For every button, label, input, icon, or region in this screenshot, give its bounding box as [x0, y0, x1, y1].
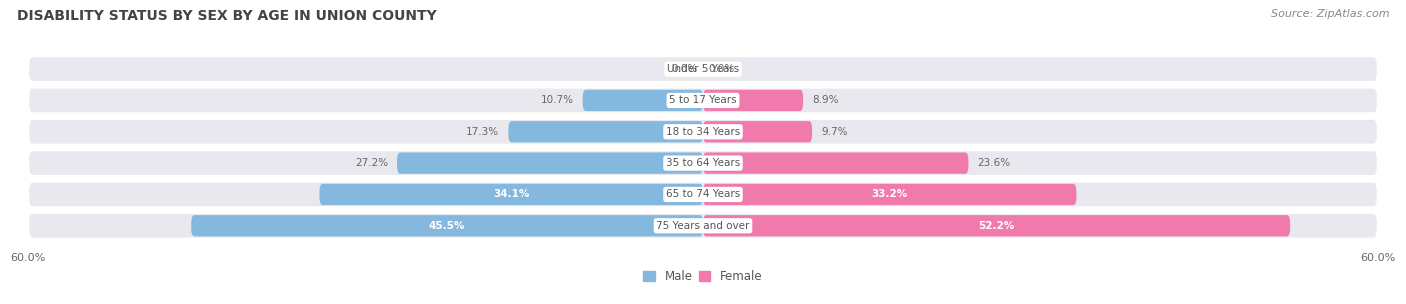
Text: 52.2%: 52.2% [979, 221, 1015, 231]
Text: 9.7%: 9.7% [821, 127, 848, 137]
Text: 17.3%: 17.3% [467, 127, 499, 137]
FancyBboxPatch shape [509, 121, 703, 143]
FancyBboxPatch shape [703, 215, 1291, 237]
FancyBboxPatch shape [396, 152, 703, 174]
Text: 27.2%: 27.2% [354, 158, 388, 168]
FancyBboxPatch shape [28, 119, 1378, 145]
FancyBboxPatch shape [703, 90, 803, 111]
Text: 18 to 34 Years: 18 to 34 Years [666, 127, 740, 137]
FancyBboxPatch shape [191, 215, 703, 237]
FancyBboxPatch shape [28, 213, 1378, 239]
FancyBboxPatch shape [703, 184, 1077, 205]
Text: Under 5 Years: Under 5 Years [666, 64, 740, 74]
FancyBboxPatch shape [28, 181, 1378, 207]
Text: DISABILITY STATUS BY SEX BY AGE IN UNION COUNTY: DISABILITY STATUS BY SEX BY AGE IN UNION… [17, 9, 437, 23]
Text: 10.7%: 10.7% [541, 95, 574, 105]
FancyBboxPatch shape [28, 88, 1378, 113]
Legend: Male, Female: Male, Female [638, 266, 768, 288]
Text: 0.0%: 0.0% [671, 64, 697, 74]
Text: 35 to 64 Years: 35 to 64 Years [666, 158, 740, 168]
Text: 65 to 74 Years: 65 to 74 Years [666, 189, 740, 199]
Text: 23.6%: 23.6% [977, 158, 1011, 168]
FancyBboxPatch shape [703, 152, 969, 174]
Text: 34.1%: 34.1% [494, 189, 530, 199]
Text: 33.2%: 33.2% [872, 189, 908, 199]
Text: 75 Years and over: 75 Years and over [657, 221, 749, 231]
Text: 8.9%: 8.9% [813, 95, 838, 105]
FancyBboxPatch shape [28, 150, 1378, 176]
FancyBboxPatch shape [28, 56, 1378, 82]
FancyBboxPatch shape [319, 184, 703, 205]
Text: 0.0%: 0.0% [709, 64, 735, 74]
Text: 5 to 17 Years: 5 to 17 Years [669, 95, 737, 105]
Text: 45.5%: 45.5% [429, 221, 465, 231]
FancyBboxPatch shape [582, 90, 703, 111]
Text: Source: ZipAtlas.com: Source: ZipAtlas.com [1271, 9, 1389, 19]
FancyBboxPatch shape [703, 121, 813, 143]
